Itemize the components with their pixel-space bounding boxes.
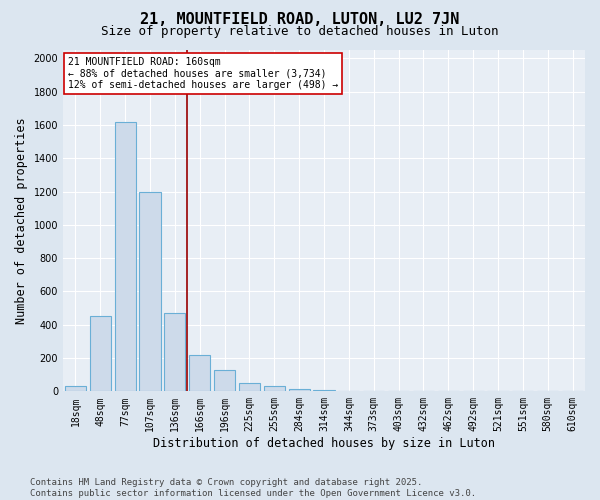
Text: 21 MOUNTFIELD ROAD: 160sqm
← 88% of detached houses are smaller (3,734)
12% of s: 21 MOUNTFIELD ROAD: 160sqm ← 88% of deta…: [68, 57, 338, 90]
Bar: [239, 383, 260, 392]
Bar: [164, 313, 185, 392]
Bar: [139, 192, 161, 392]
Bar: [313, 390, 335, 392]
X-axis label: Distribution of detached houses by size in Luton: Distribution of detached houses by size …: [153, 437, 495, 450]
Y-axis label: Number of detached properties: Number of detached properties: [15, 118, 28, 324]
Text: 21, MOUNTFIELD ROAD, LUTON, LU2 7JN: 21, MOUNTFIELD ROAD, LUTON, LU2 7JN: [140, 12, 460, 28]
Bar: [90, 316, 111, 392]
Bar: [189, 354, 211, 392]
Bar: [289, 389, 310, 392]
Bar: [65, 386, 86, 392]
Text: Contains HM Land Registry data © Crown copyright and database right 2025.
Contai: Contains HM Land Registry data © Crown c…: [30, 478, 476, 498]
Text: Size of property relative to detached houses in Luton: Size of property relative to detached ho…: [101, 25, 499, 38]
Bar: [214, 370, 235, 392]
Bar: [115, 122, 136, 392]
Bar: [264, 386, 285, 392]
